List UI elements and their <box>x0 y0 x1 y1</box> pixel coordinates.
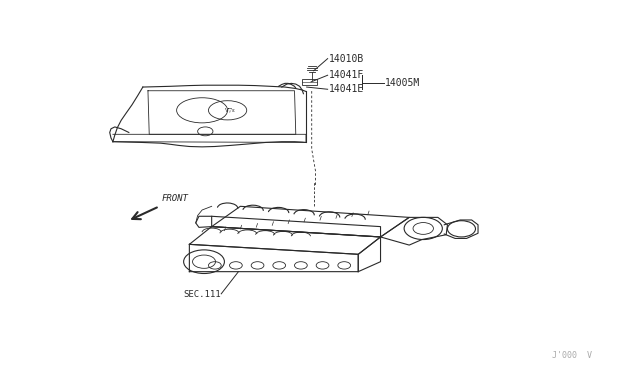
Text: FRONT: FRONT <box>162 193 189 203</box>
Text: J'000  V: J'000 V <box>552 350 592 360</box>
Text: 14010B: 14010B <box>329 54 364 64</box>
Text: V▽ε: V▽ε <box>225 108 236 112</box>
Text: 14041F: 14041F <box>329 70 364 80</box>
Text: 14005M: 14005M <box>385 78 420 89</box>
Text: SEC.111: SEC.111 <box>183 291 221 299</box>
Text: 14041E: 14041E <box>329 84 364 94</box>
Bar <box>301 79 317 85</box>
